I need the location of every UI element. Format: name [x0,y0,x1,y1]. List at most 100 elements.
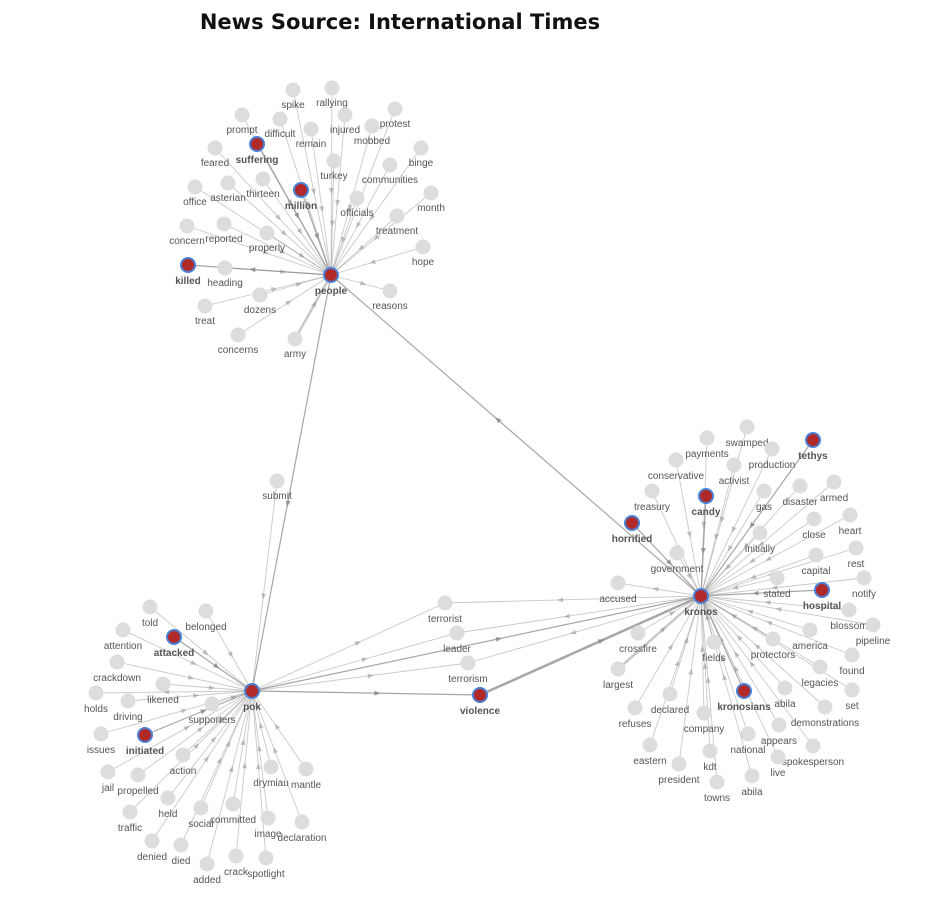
node-circle-action[interactable] [175,747,191,763]
node-died[interactable]: died [172,837,191,868]
node-circle-office[interactable] [187,179,203,195]
node-office[interactable]: office [183,179,207,209]
node-circle-mobbed[interactable] [364,118,380,134]
node-notify[interactable]: notify [852,570,876,601]
node-disaster[interactable]: disaster [782,478,818,509]
node-circle-declaration[interactable] [294,814,310,830]
node-circle-kdt[interactable] [702,743,718,759]
node-refuses[interactable]: refuses [619,700,652,731]
node-circle-company[interactable] [696,705,712,721]
node-image[interactable]: image [254,810,282,841]
node-killed[interactable]: killed [175,257,201,287]
node-circle-asterian[interactable] [220,175,236,191]
node-fields[interactable]: fields [702,634,726,665]
node-circle-month[interactable] [423,185,439,201]
node-committed[interactable]: committed [210,796,256,827]
node-circle-notify[interactable] [856,570,872,586]
node-circle-fields[interactable] [706,634,722,650]
node-circle-stated[interactable] [769,570,785,586]
node-circle-image[interactable] [260,810,276,826]
node-circle-initially[interactable] [752,525,768,541]
node-circle-committed[interactable] [225,796,241,812]
node-treat[interactable]: treat [195,298,215,328]
node-holds[interactable]: holds [84,685,108,716]
node-circle-jail[interactable] [100,764,116,780]
node-payments[interactable]: payments [685,430,729,461]
node-circle-attacked[interactable] [166,629,182,645]
node-circle-terrorism[interactable] [460,655,476,671]
node-attacked[interactable]: attacked [154,629,195,659]
node-crackdown[interactable]: crackdown [93,654,141,685]
node-circle-thirteen[interactable] [255,171,271,187]
node-protest[interactable]: protest [380,101,411,131]
node-communities[interactable]: communities [362,157,418,187]
node-initially[interactable]: initially [745,525,775,556]
node-difficult[interactable]: difficult [265,111,296,141]
node-hope[interactable]: hope [412,239,435,269]
node-circle-properly[interactable] [259,225,275,241]
node-attention[interactable]: attention [104,622,142,653]
node-circle-set[interactable] [844,682,860,698]
node-circle-largest[interactable] [610,661,626,677]
node-circle-kronosians[interactable] [736,683,752,699]
node-circle-activist[interactable] [726,457,742,473]
node-circle-treatment[interactable] [389,208,405,224]
node-prompt[interactable]: prompt [226,107,258,137]
node-circle-told[interactable] [142,599,158,615]
node-circle-leader[interactable] [449,625,465,641]
node-properly[interactable]: properly [249,225,285,255]
node-circle-kronos[interactable] [693,588,709,604]
node-circle-horrified[interactable] [624,515,640,531]
node-circle-accused[interactable] [610,575,626,591]
node-spokesperson[interactable]: spokesperson [782,738,844,769]
node-rallying[interactable]: rallying [316,80,348,110]
node-demonstrations[interactable]: demonstrations [791,699,859,730]
node-circle-gas[interactable] [756,483,772,499]
node-hospital[interactable]: hospital [803,582,842,612]
node-protectors[interactable]: protectors [751,631,795,662]
node-conservative[interactable]: conservative [648,452,705,483]
node-reasons[interactable]: reasons [372,283,408,313]
node-officials[interactable]: officials [340,190,374,220]
node-told[interactable]: told [142,599,158,630]
node-circle-refuses[interactable] [627,700,643,716]
node-america[interactable]: america [792,622,828,653]
node-concerns[interactable]: concerns [218,327,259,357]
node-suffering[interactable]: suffering [236,136,279,166]
node-circle-social[interactable] [193,800,209,816]
node-circle-eastern[interactable] [642,737,658,753]
node-circle-pipeline[interactable] [865,617,881,633]
node-army[interactable]: army [284,331,306,361]
node-issues[interactable]: issues [87,726,115,757]
node-remain[interactable]: remain [296,121,327,151]
node-accused[interactable]: accused [599,575,637,606]
node-circle-likened[interactable] [155,676,171,692]
node-blossom[interactable]: blossom [830,602,868,633]
node-company[interactable]: company [684,705,725,736]
node-leader[interactable]: leader [443,625,472,656]
node-circle-holds[interactable] [88,685,104,701]
node-circle-close[interactable] [806,511,822,527]
node-kronos[interactable]: kronos [684,588,718,618]
node-treatment[interactable]: treatment [376,208,418,238]
node-denied[interactable]: denied [137,833,167,864]
node-circle-protectors[interactable] [765,631,781,647]
node-circle-dozens[interactable] [252,287,268,303]
node-circle-held[interactable] [160,790,176,806]
node-circle-traffic[interactable] [122,804,138,820]
node-circle-crossfire[interactable] [630,625,646,641]
node-circle-army[interactable] [287,331,303,347]
node-circle-million[interactable] [293,182,309,198]
node-reported[interactable]: reported [205,216,243,246]
node-candy[interactable]: candy [692,488,721,518]
node-circle-government[interactable] [669,545,685,561]
node-circle-national[interactable] [740,726,756,742]
node-circle-attention[interactable] [115,622,131,638]
node-appears[interactable]: appears [761,717,797,748]
node-circle-spokesperson[interactable] [805,738,821,754]
node-armed[interactable]: armed [820,474,848,505]
node-social[interactable]: social [188,800,214,831]
node-tethys[interactable]: tethys [798,432,828,462]
node-gas[interactable]: gas [756,483,772,514]
node-traffic[interactable]: traffic [118,804,142,835]
